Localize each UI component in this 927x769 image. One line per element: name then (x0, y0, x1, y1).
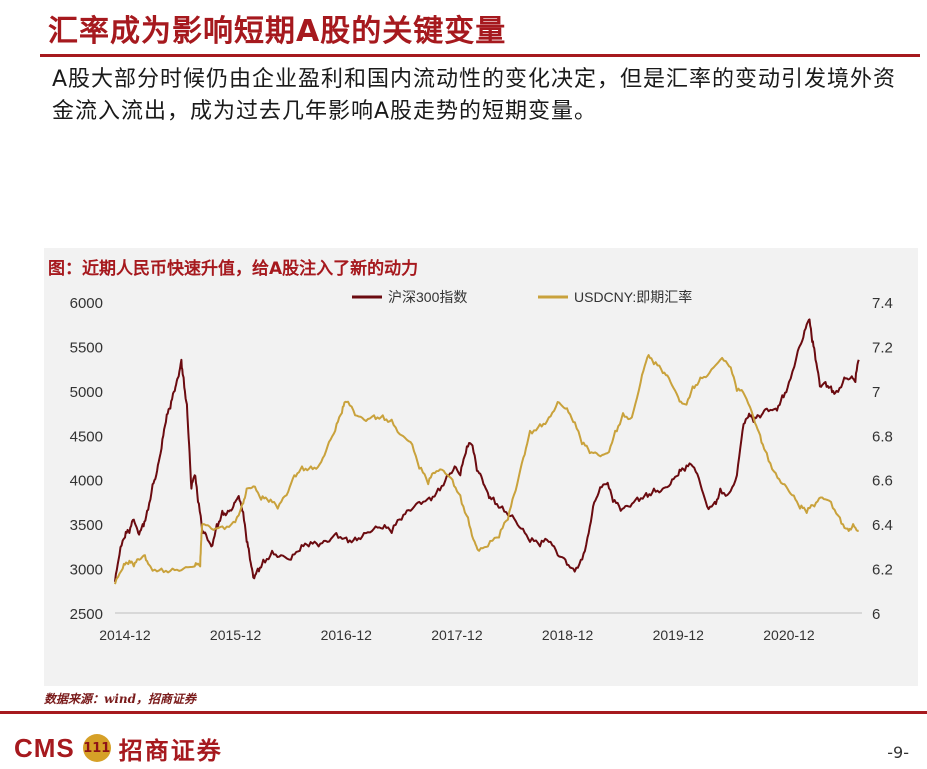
y-right-tick-label: 6.8 (872, 428, 893, 445)
y-right-tick-label: 6.2 (872, 562, 893, 579)
series-line-usdcny (114, 354, 859, 585)
logo-badge-text: 111 (83, 740, 111, 756)
intro-paragraph: A股大部分时候仍由企业盈利和国内流动性的变化决定，但是汇率的变动引发境外资金流入… (52, 67, 897, 124)
y-right-tick-label: 6.6 (872, 473, 893, 490)
chart-title: 图：近期人民币快速升值，给A股注入了新的动力 (48, 259, 419, 279)
data-source: 数据来源：wind，招商证券 (44, 692, 197, 706)
y-left-tick-label: 5500 (70, 339, 103, 356)
logo-badge-icon: 111 (82, 734, 111, 762)
y-right-tick-label: 7.2 (872, 339, 893, 356)
x-tick-label: 2020-12 (763, 627, 815, 643)
y-right-tick-label: 6.4 (872, 517, 893, 534)
company-logo: CMS 111 招商证券 (14, 730, 223, 766)
y-right-tick-label: 7 (872, 384, 880, 401)
page-number: -9- (887, 743, 909, 762)
y-left-tick-label: 4000 (70, 473, 103, 490)
slide-title: 汇率成为影响短期A股的关键变量 (48, 14, 507, 49)
y-right-tick-label: 6 (872, 606, 880, 623)
y-right-tick-label: 7.4 (872, 295, 893, 312)
legend-csi300-label: 沪深300指数 (388, 289, 467, 305)
footer-divider (0, 711, 927, 714)
y-left-tick-label: 2500 (70, 606, 103, 623)
legend-usdcny-label: USDCNY:即期汇率 (574, 289, 692, 305)
x-tick-label: 2015-12 (210, 627, 262, 643)
series-line-csi300 (114, 318, 860, 583)
y-left-tick-label: 6000 (70, 295, 103, 312)
logo-cms-text: CMS (14, 732, 75, 763)
x-tick-label: 2019-12 (653, 627, 705, 643)
logo-chinese-text: 招商证券 (118, 735, 223, 765)
x-tick-label: 2016-12 (321, 627, 373, 643)
y-left-tick-label: 5000 (70, 384, 103, 401)
x-tick-label: 2017-12 (431, 627, 483, 643)
y-left-tick-label: 4500 (70, 428, 103, 445)
y-left-tick-label: 3000 (70, 562, 103, 579)
y-left-tick-label: 3500 (70, 517, 103, 534)
x-tick-label: 2018-12 (542, 627, 594, 643)
x-tick-label: 2014-12 (99, 627, 151, 643)
title-divider (40, 54, 920, 57)
